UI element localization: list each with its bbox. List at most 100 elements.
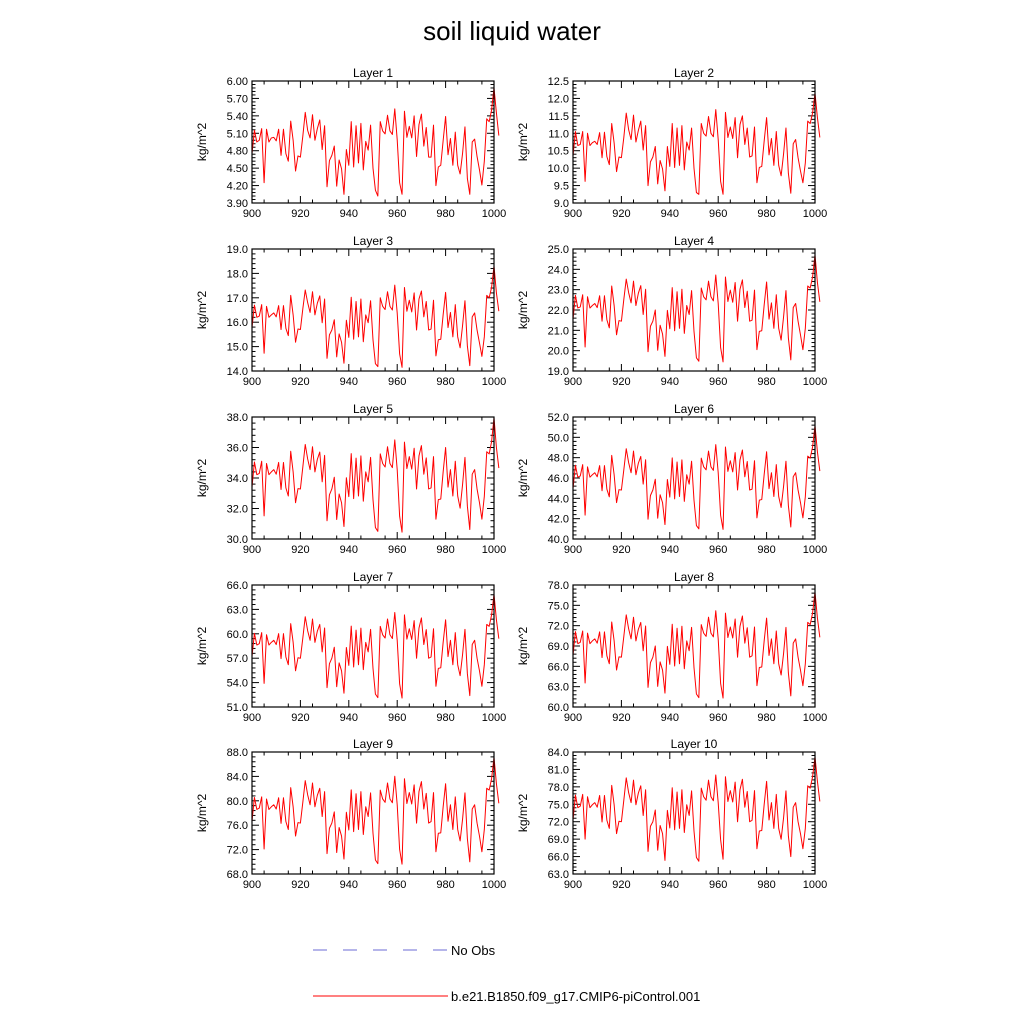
y-tick-label: 63.0	[548, 682, 569, 694]
x-tick-label: 960	[709, 208, 727, 220]
series-line-layer-10	[572, 756, 821, 862]
panel-title-layer-7: Layer 7	[353, 570, 393, 584]
x-tick-label: 940	[661, 208, 679, 220]
y-axis-label-layer-9: kg/m^2	[195, 794, 209, 833]
panel-layer-1: Layer 1 kg/m^2 900 920 940 960 980 1000 3.90 4.20…	[195, 66, 506, 220]
x-tick-label: 980	[757, 376, 775, 388]
x-tick-label: 940	[661, 376, 679, 388]
y-tick-label: 81.0	[548, 764, 569, 776]
y-tick-label: 88.0	[227, 747, 248, 759]
panel-title-layer-6: Layer 6	[674, 402, 714, 416]
y-tick-label: 5.10	[227, 128, 248, 140]
series-line-layer-7	[251, 593, 500, 699]
y-axis-label-layer-1: kg/m^2	[195, 123, 209, 162]
x-tick-label: 940	[661, 879, 679, 891]
x-tick-label: 940	[340, 376, 358, 388]
x-tick-label: 900	[564, 712, 582, 724]
x-tick-label: 980	[436, 544, 454, 556]
plot-frame-layer-5	[251, 416, 495, 540]
x-tick-label: 1000	[803, 376, 827, 388]
y-tick-label: 69.0	[548, 834, 569, 846]
y-tick-label: 12.5	[548, 76, 569, 88]
x-tick-label: 940	[661, 712, 679, 724]
x-tick-label: 1000	[482, 879, 506, 891]
y-tick-label: 44.0	[548, 493, 569, 505]
x-tick-label: 1000	[803, 544, 827, 556]
x-ticks-layer-8: 900 920 940 960 980 1000	[564, 585, 827, 724]
series-line-layer-2	[572, 92, 821, 195]
x-ticks-layer-1: 900 920 940 960 980 1000	[243, 81, 506, 220]
x-tick-label: 960	[388, 208, 406, 220]
y-tick-label: 11.5	[548, 111, 569, 123]
x-tick-label: 980	[757, 712, 775, 724]
panel-layer-7: Layer 7 kg/m^2 900 920 940 960 980 1000 51.0 54.0…	[195, 570, 506, 724]
x-tick-label: 920	[291, 376, 309, 388]
x-tick-label: 960	[388, 376, 406, 388]
y-tick-label: 84.0	[227, 771, 248, 783]
x-tick-label: 980	[757, 544, 775, 556]
y-tick-label: 3.90	[227, 198, 248, 210]
x-tick-label: 920	[612, 208, 630, 220]
panel-title-layer-5: Layer 5	[353, 402, 393, 416]
y-tick-label: 84.0	[548, 747, 569, 759]
y-tick-label: 32.0	[227, 504, 248, 516]
x-tick-label: 960	[388, 544, 406, 556]
legend: No Obs b.e21.B1850.f09_g17.CMIP6-piContr…	[313, 943, 700, 1004]
x-tick-label: 1000	[803, 712, 827, 724]
plot-frame-layer-6	[572, 416, 816, 540]
y-tick-label: 17.0	[227, 293, 248, 305]
y-tick-label: 11.0	[548, 128, 569, 140]
y-tick-label: 4.50	[227, 163, 248, 175]
x-tick-label: 940	[340, 544, 358, 556]
x-tick-label: 920	[612, 879, 630, 891]
panel-layer-10: Layer 10 kg/m^2 900 920 940 960 980 1000 63.0 66.…	[516, 737, 827, 891]
x-tick-label: 940	[340, 208, 358, 220]
series-line-layer-6	[572, 425, 821, 530]
plot-frame-layer-4	[572, 248, 816, 372]
series-line-layer-8	[572, 591, 821, 699]
x-tick-label: 900	[243, 712, 261, 724]
y-tick-label: 48.0	[548, 453, 569, 465]
y-tick-label: 46.0	[548, 473, 569, 485]
x-tick-label: 980	[436, 712, 454, 724]
panel-title-layer-9: Layer 9	[353, 737, 393, 751]
y-axis-label-layer-4: kg/m^2	[516, 291, 530, 330]
x-tick-label: 900	[243, 544, 261, 556]
plot-frame-layer-10	[572, 751, 816, 875]
x-tick-label: 900	[564, 879, 582, 891]
panel-layer-3: Layer 3 kg/m^2 900 920 940 960 980 1000 14.0 15.0…	[195, 234, 506, 388]
x-tick-label: 940	[340, 879, 358, 891]
x-tick-label: 900	[564, 208, 582, 220]
x-tick-label: 1000	[482, 208, 506, 220]
series-line-layer-4	[572, 254, 821, 363]
y-tick-label: 21.0	[548, 325, 569, 337]
x-tick-label: 1000	[482, 544, 506, 556]
plot-frame-layer-7	[251, 584, 495, 708]
y-tick-label: 60.0	[548, 702, 569, 714]
series-line-layer-3	[251, 265, 500, 368]
y-ticks-layer-3: 14.0 15.0 16.0 17.0 18.0 19.0	[227, 244, 494, 378]
panel-title-layer-8: Layer 8	[674, 570, 714, 584]
panel-title-layer-2: Layer 2	[674, 66, 714, 80]
x-tick-label: 980	[436, 208, 454, 220]
x-tick-label: 920	[291, 712, 309, 724]
x-tick-label: 920	[291, 208, 309, 220]
y-tick-label: 30.0	[227, 534, 248, 546]
y-tick-label: 68.0	[227, 869, 248, 881]
plot-frame-layer-2	[572, 80, 816, 204]
x-tick-label: 960	[709, 376, 727, 388]
x-tick-label: 1000	[803, 208, 827, 220]
y-tick-label: 25.0	[548, 244, 569, 256]
y-tick-label: 80.0	[227, 796, 248, 808]
y-tick-label: 72.0	[548, 621, 569, 633]
y-tick-label: 66.0	[548, 661, 569, 673]
x-tick-label: 900	[243, 208, 261, 220]
y-axis-label-layer-5: kg/m^2	[195, 459, 209, 498]
panel-title-layer-4: Layer 4	[674, 234, 714, 248]
x-ticks-layer-4: 900 920 940 960 980 1000	[564, 249, 827, 388]
x-tick-label: 920	[291, 879, 309, 891]
panel-layer-5: Layer 5 kg/m^2 900 920 940 960 980 1000 30.0 32.0…	[195, 402, 506, 556]
y-tick-label: 4.20	[227, 181, 248, 193]
x-tick-label: 900	[243, 879, 261, 891]
